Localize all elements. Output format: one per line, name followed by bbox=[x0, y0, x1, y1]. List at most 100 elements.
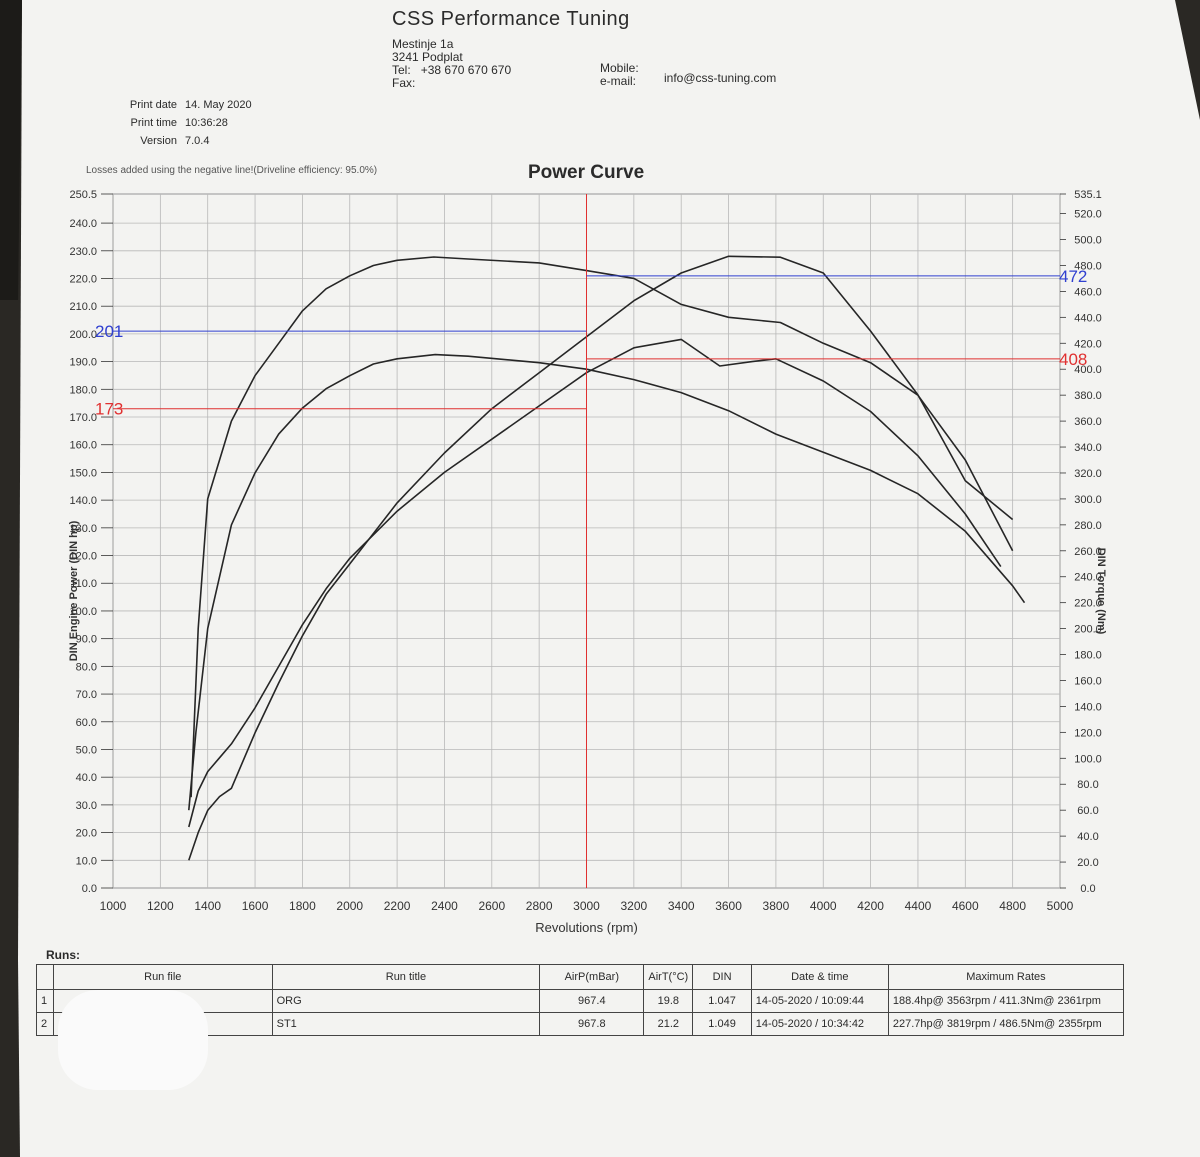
x-tick-label: 2000 bbox=[336, 899, 363, 913]
x-axis-title: Revolutions (rpm) bbox=[535, 920, 638, 935]
y2-tick-label: 40.0 bbox=[1077, 831, 1098, 843]
y-tick-label: 230.0 bbox=[69, 246, 97, 258]
run-date: 14-05-2020 / 10:34:42 bbox=[750, 1012, 889, 1036]
x-tick-label: 1400 bbox=[194, 899, 221, 913]
header-run-file: Run file bbox=[52, 964, 273, 990]
air-pressure: 967.4 bbox=[539, 989, 645, 1013]
curve-st1-torque bbox=[188, 255, 1014, 861]
cursor-readout-value: 173 bbox=[95, 400, 123, 419]
y2-tick-label: 260.0 bbox=[1074, 546, 1102, 558]
y2-tick-label: 160.0 bbox=[1074, 675, 1102, 687]
y-tick-label: 220.0 bbox=[69, 273, 97, 285]
x-tick-label: 4000 bbox=[810, 899, 837, 913]
y-tick-label: 70.0 bbox=[76, 689, 97, 701]
y2-tick-label: 280.0 bbox=[1074, 520, 1102, 532]
redacted-run-file bbox=[58, 990, 208, 1090]
run-title: ORG bbox=[271, 989, 541, 1013]
y-tick-label: 20.0 bbox=[76, 828, 97, 840]
x-tick-label: 2400 bbox=[431, 899, 458, 913]
y2-tick-label: 80.0 bbox=[1077, 779, 1098, 791]
header-airp: AirP(mBar) bbox=[539, 964, 645, 990]
header-din: DIN bbox=[692, 964, 752, 990]
y2-tick-label: 400.0 bbox=[1074, 364, 1102, 376]
y-tick-label: 110.0 bbox=[70, 578, 97, 590]
y-tick-label: 60.0 bbox=[76, 717, 97, 729]
company-address: Mestinje 1a 3241 Podplat Tel: +38 670 67… bbox=[392, 38, 511, 90]
din-factor: 1.047 bbox=[692, 989, 752, 1013]
table-row: 1 ORG 967.4 19.8 1.047 14-05-2020 / 10:0… bbox=[36, 989, 1125, 1013]
y-tick-label: 210.0 bbox=[69, 301, 97, 313]
cursor-readout-value: 408 bbox=[1059, 350, 1087, 369]
header-date: Date & time bbox=[750, 964, 889, 990]
x-tick-label: 3600 bbox=[715, 899, 742, 913]
chart-title: Power Curve bbox=[528, 162, 645, 183]
x-tick-label: 3000 bbox=[573, 899, 600, 913]
email-label: e-mail: bbox=[600, 74, 637, 88]
version-value: 7.0.4 bbox=[185, 135, 210, 147]
y2-tick-label: 100.0 bbox=[1074, 753, 1102, 765]
y2-tick-label: 320.0 bbox=[1074, 468, 1102, 480]
y2-axis-title: DIN Torque (Nm) bbox=[1095, 548, 1107, 635]
x-tick-label: 3400 bbox=[668, 899, 695, 913]
curve-org-power bbox=[188, 338, 1002, 828]
x-tick-label: 4400 bbox=[905, 899, 932, 913]
fax-label: Fax: bbox=[392, 76, 416, 90]
y-tick-label: 150.0 bbox=[69, 467, 97, 479]
x-tick-label: 2600 bbox=[478, 899, 505, 913]
version-row: Version 7.0.4 bbox=[95, 132, 252, 150]
mobile-label: Mobile: bbox=[600, 61, 639, 75]
header-max-rates: Maximum Rates bbox=[887, 964, 1125, 990]
y-tick-label: 180.0 bbox=[69, 384, 97, 396]
x-tick-label: 5000 bbox=[1047, 899, 1074, 913]
x-tick-label: 3200 bbox=[620, 899, 647, 913]
y-tick-label: 10.0 bbox=[76, 855, 97, 867]
y2-tick-label: 220.0 bbox=[1074, 598, 1102, 610]
row-num: 1 bbox=[36, 989, 54, 1013]
y-tick-label: 40.0 bbox=[76, 772, 97, 784]
y2-tick-label: 200.0 bbox=[1074, 624, 1102, 636]
address-line-2: 3241 Podplat bbox=[392, 50, 463, 64]
print-date-row: Print date 14. May 2020 bbox=[95, 96, 252, 114]
x-tick-label: 4200 bbox=[857, 899, 884, 913]
cursor-readout-value: 201 bbox=[95, 322, 123, 341]
y-tick-label: 30.0 bbox=[76, 800, 97, 812]
y2-tick-label: 240.0 bbox=[1074, 572, 1102, 584]
y2-tick-label: 60.0 bbox=[1077, 805, 1098, 817]
air-pressure: 967.8 bbox=[539, 1012, 645, 1036]
x-tick-label: 4800 bbox=[999, 899, 1026, 913]
y-tick-label: 130.0 bbox=[69, 523, 97, 535]
y2-tick-label: 180.0 bbox=[1074, 650, 1102, 662]
curve-st1-power bbox=[190, 256, 1014, 798]
y2-tick-label: 520.0 bbox=[1074, 209, 1102, 221]
y-tick-label: 140.0 bbox=[69, 495, 97, 507]
air-temperature: 21.2 bbox=[643, 1012, 694, 1036]
run-date: 14-05-2020 / 10:09:44 bbox=[750, 989, 889, 1013]
y-tick-label: 200.0 bbox=[69, 329, 97, 341]
runs-table: Run file Run title AirP(mBar) AirT(°C) D… bbox=[36, 964, 1125, 1036]
y2-tick-label: 340.0 bbox=[1074, 442, 1102, 454]
y2-tick-label: 500.0 bbox=[1074, 235, 1102, 247]
print-date-label: Print date bbox=[129, 99, 177, 111]
x-tick-label: 1800 bbox=[289, 899, 316, 913]
y2-tick-label: 300.0 bbox=[1074, 494, 1102, 506]
y2-tick-label: 20.0 bbox=[1077, 857, 1098, 869]
losses-note: Losses added using the negative line!(Dr… bbox=[86, 165, 378, 176]
run-title: ST1 bbox=[271, 1012, 541, 1036]
mobile-block: Mobile: e-mail: bbox=[600, 62, 639, 88]
tel-value: +38 670 670 670 bbox=[420, 63, 512, 77]
address-line-1: Mestinje 1a bbox=[392, 37, 454, 51]
y-tick-label: 250.5 bbox=[69, 189, 97, 201]
curve-org-torque bbox=[188, 353, 1026, 811]
x-tick-label: 4600 bbox=[952, 899, 979, 913]
y-tick-label: 100.0 bbox=[69, 606, 97, 618]
y-tick-label: 120.0 bbox=[69, 551, 97, 563]
y-tick-label: 240.0 bbox=[69, 218, 97, 230]
x-tick-label: 3800 bbox=[763, 899, 790, 913]
x-tick-label: 2200 bbox=[384, 899, 411, 913]
tel-line: Tel: +38 670 670 670 bbox=[392, 64, 511, 77]
x-tick-label: 1600 bbox=[242, 899, 269, 913]
x-tick-label: 2800 bbox=[526, 899, 553, 913]
